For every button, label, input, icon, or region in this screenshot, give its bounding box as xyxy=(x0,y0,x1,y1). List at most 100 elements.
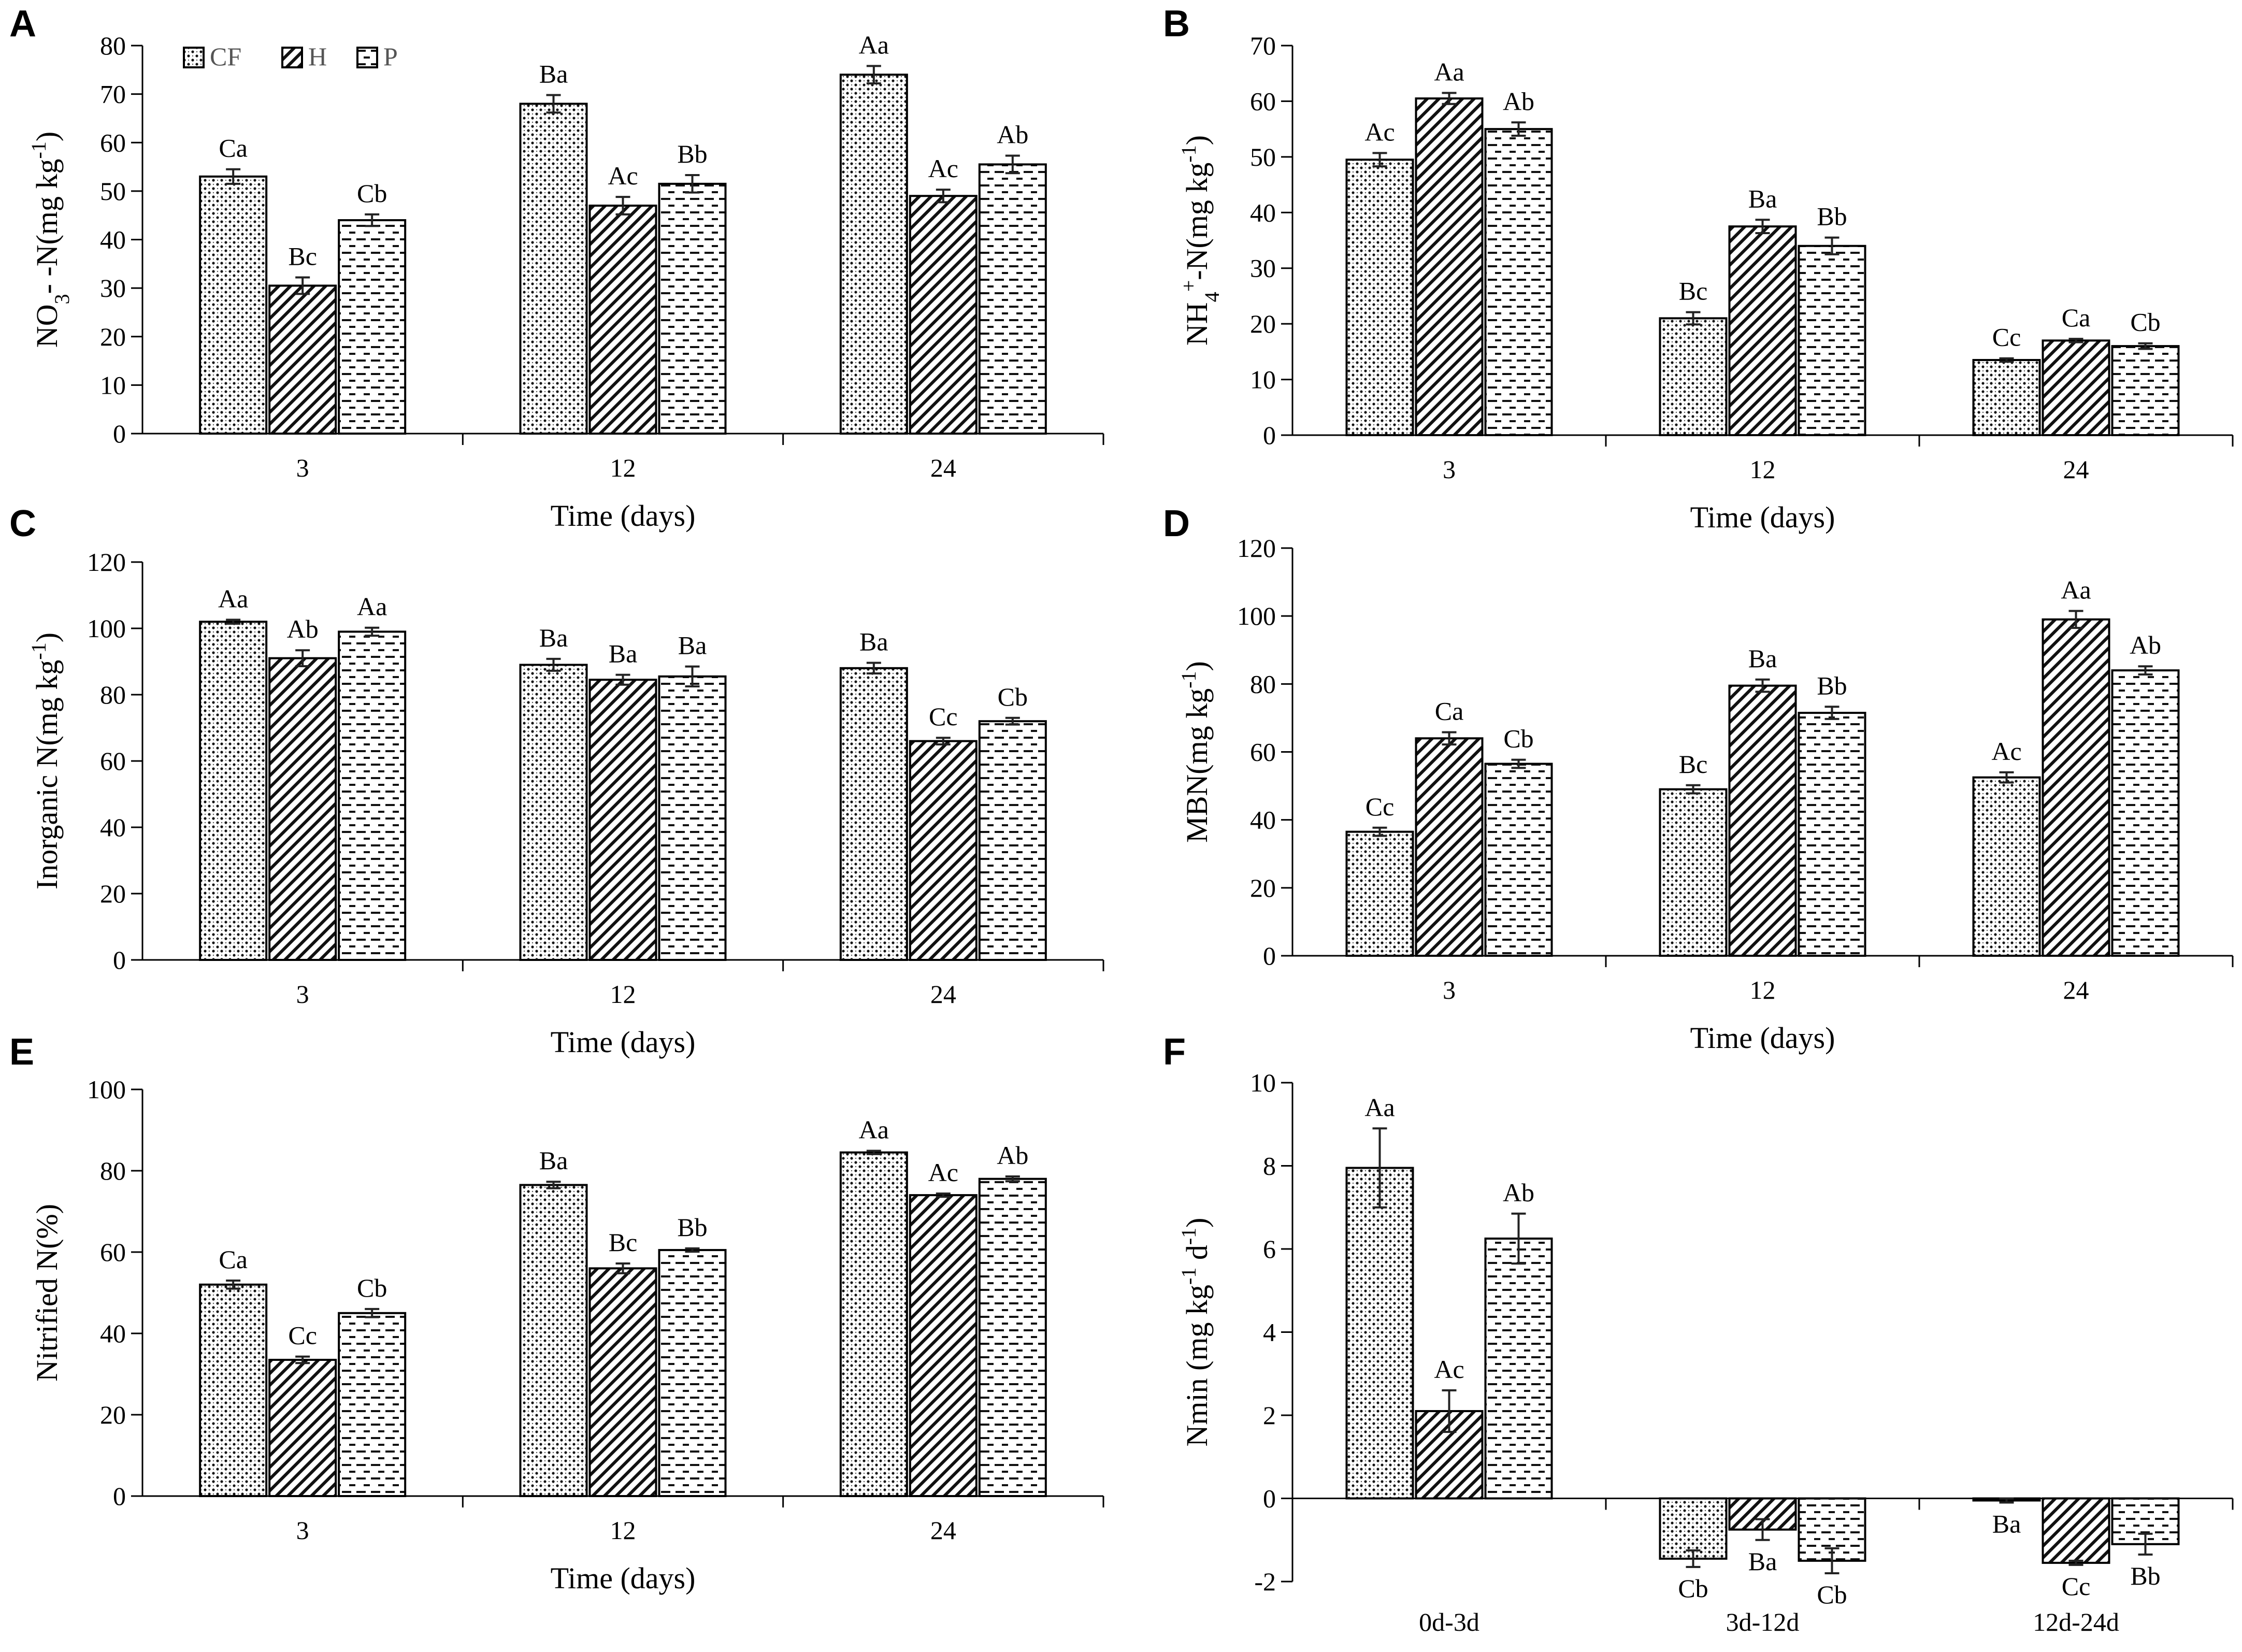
bar-data-label: Ba xyxy=(859,627,888,656)
y-tick-label: 50 xyxy=(1250,142,1276,171)
bar-data-label: Bb xyxy=(2130,1561,2160,1590)
y-tick-label: 10 xyxy=(100,370,126,399)
x-axis-title: Time (days) xyxy=(1690,500,1835,534)
y-tick-label: 6 xyxy=(1263,1234,1276,1263)
bar-data-label: Bb xyxy=(677,139,707,168)
y-tick-label: 20 xyxy=(100,1400,126,1429)
bar-h xyxy=(1415,97,1484,437)
y-tick-label: 80 xyxy=(100,1156,126,1185)
y-axis-title-part: -1 xyxy=(27,642,50,659)
bar-data-label: Ba xyxy=(1748,184,1777,213)
bar-data-label: Cc xyxy=(1992,323,2021,352)
y-tick-label: 120 xyxy=(1237,534,1276,563)
bar-data-label: Ba xyxy=(678,631,707,660)
bar-cf xyxy=(839,1151,908,1498)
y-axis-title-part: Nitrified N(%) xyxy=(30,1204,64,1382)
bar-cf xyxy=(1345,1167,1414,1500)
y-tick-label: 0 xyxy=(1263,1484,1276,1513)
bar-data-label: Bc xyxy=(1679,277,1708,306)
bar-data-label: Cb xyxy=(2130,308,2160,337)
x-tick-label: 12 xyxy=(1750,975,1776,1004)
bar-h xyxy=(909,1194,978,1498)
bar-p xyxy=(978,163,1047,435)
bar-h xyxy=(1728,225,1797,436)
y-axis-title-part: ) xyxy=(30,132,64,141)
x-axis-title: Time (days) xyxy=(1690,1021,1835,1055)
bar-cf xyxy=(519,664,588,961)
y-tick-label: 40 xyxy=(100,1319,126,1348)
y-tick-label: 60 xyxy=(100,128,126,157)
y-axis-title-part: d xyxy=(1180,1245,1214,1268)
x-tick-label: 24 xyxy=(930,980,956,1009)
bar-h xyxy=(2042,339,2110,436)
bar-data-label: Aa xyxy=(2061,575,2091,604)
bar-cf xyxy=(1345,159,1414,436)
y-tick-label: 2 xyxy=(1263,1401,1276,1430)
bar-data-label: Bc xyxy=(1679,750,1708,779)
panel-c: C 0 20 40 60 80 100 120 3 Aa Ab Aa 12 Ba Ba Ba 24 Ba Cc Cb T… xyxy=(9,503,1104,1059)
panel-letter: C xyxy=(9,503,36,544)
bar-p xyxy=(658,1249,727,1497)
y-axis-title-part: -N(mg kg xyxy=(1180,163,1214,280)
bar-data-label: Cc xyxy=(288,1321,317,1350)
y-tick-label: 20 xyxy=(1250,309,1276,338)
bar-h xyxy=(909,740,978,961)
bar-h xyxy=(1415,737,1484,957)
bar-cf xyxy=(1972,776,2041,957)
bar-data-label: Aa xyxy=(1434,57,1464,86)
bar-data-label: Ab xyxy=(997,1141,1028,1170)
legend-swatch-h xyxy=(281,47,303,68)
panel-b: B 0 10 20 30 40 50 60 70 3 Ac Aa Ab 12 Bc Ba Bb 24 Cc Ca Cb T… xyxy=(1163,3,2234,534)
panel-a: A 0 10 20 30 40 50 60 70 80 3 Ca Bc Cb 12 Ba Ac Bb 24 Aa Ac A… xyxy=(9,3,1104,533)
bar-data-label: Ac xyxy=(1434,1355,1464,1384)
y-tick-label: 8 xyxy=(1263,1152,1276,1181)
bar-p xyxy=(2111,669,2180,957)
bar-data-label: Ac xyxy=(928,154,958,183)
bar-data-label: Ba xyxy=(1748,1547,1777,1576)
bar-p xyxy=(1484,1237,1553,1500)
y-tick-label: 100 xyxy=(87,1075,126,1104)
bar-cf xyxy=(1659,1497,1728,1560)
y-axis-title-part: Inorganic N(mg kg xyxy=(30,660,64,890)
bar-cf xyxy=(839,74,908,435)
y-tick-label: 20 xyxy=(1250,873,1276,902)
y-tick-label: 120 xyxy=(87,548,126,577)
bar-data-label: Ca xyxy=(1435,696,1464,725)
panel-letter: D xyxy=(1163,503,1190,544)
bar-data-label: Cc xyxy=(929,702,958,731)
panel-letter: E xyxy=(9,1031,34,1073)
bar-data-label: Aa xyxy=(859,30,889,59)
bar-data-label: Cb xyxy=(998,682,1028,711)
x-axis-title: Time (days) xyxy=(551,499,696,533)
legend-label-h: H xyxy=(308,42,327,71)
y-tick-label: 80 xyxy=(100,680,126,709)
y-tick-label: 20 xyxy=(100,879,126,908)
bar-data-label: Ba xyxy=(609,639,638,668)
bar-p xyxy=(338,219,407,435)
panel-f: F -2 0 2 4 6 8 10 0d-3d Aa Ac Ab 3d-12d Cb Ba Cb 12d-24d… xyxy=(1163,1031,2234,1636)
bar-data-label: Ab xyxy=(997,120,1028,149)
y-axis-title-part: ) xyxy=(1180,661,1214,671)
bar-data-label: Bc xyxy=(609,1228,638,1257)
bar-data-label: Ba xyxy=(539,623,568,652)
x-axis-title: Time (days) xyxy=(551,1561,696,1595)
bar-p xyxy=(658,675,727,961)
x-tick-label: 3 xyxy=(1443,455,1456,484)
y-tick-label: 80 xyxy=(1250,669,1276,698)
bar-data-label: Aa xyxy=(357,592,387,621)
y-tick-label: 50 xyxy=(100,177,126,206)
bar-data-label: Bc xyxy=(288,242,317,271)
bar-data-label: Ab xyxy=(1503,87,1534,116)
bar-data-label: Ca xyxy=(219,134,248,163)
legend: CF H P xyxy=(183,42,398,71)
y-axis-title-part: + xyxy=(1177,280,1200,292)
bar-data-label: Cc xyxy=(1366,792,1395,821)
bar-p xyxy=(978,1177,1047,1497)
y-axis-title-part: Nmin (mg kg xyxy=(1180,1285,1214,1447)
bar-p xyxy=(1484,763,1553,957)
y-tick-label: 4 xyxy=(1263,1318,1276,1347)
y-tick-label: 40 xyxy=(1250,806,1276,835)
bar-h xyxy=(268,1359,337,1497)
bar-cf xyxy=(199,621,268,961)
panel-letter: B xyxy=(1163,3,1190,45)
